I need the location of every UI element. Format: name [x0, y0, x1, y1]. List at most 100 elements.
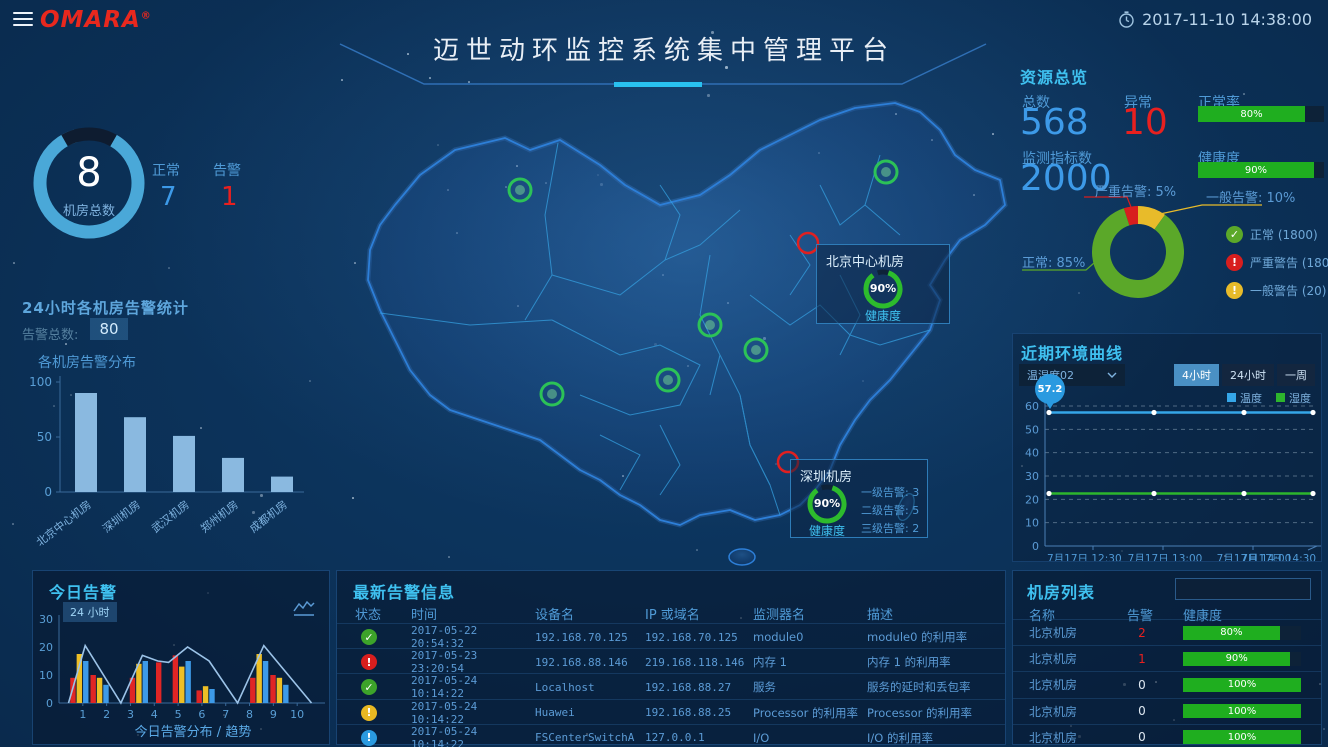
room-alarm-count: 0 — [1138, 730, 1146, 745]
status-warning-icon: ! — [361, 704, 377, 721]
alerts-title: 最新告警信息 — [353, 583, 456, 602]
room-total-value: 8 — [76, 150, 102, 196]
room-health-fill: 100% — [1183, 730, 1301, 745]
svg-text:7月17日 13:00: 7月17日 13:00 — [1128, 553, 1203, 561]
alert-ip: 192.168.88.25 — [645, 706, 732, 720]
svg-text:60: 60 — [1025, 400, 1039, 413]
alert-monitor: I/O — [753, 730, 770, 745]
alert-row[interactable]: ! 2017-05-23 23:20:54 192.168.88.146 219.16… — [337, 648, 1005, 675]
alert-time: 2017-05-24 10:14:22 — [411, 724, 478, 747]
brand-logo: OMARA® — [40, 7, 152, 33]
room-alarm-marker[interactable] — [796, 231, 820, 255]
room-row[interactable]: 北京机房 2 80% — [1013, 619, 1321, 645]
beijing-callout-title: 北京中心机房 — [826, 255, 905, 270]
today-bar-line-chart: 0 10 20 30 1 2 3 4 5 6 7 8 9 10 今日告警分布 / 趋势 — [39, 613, 325, 740]
alert-row[interactable]: ✓ 2017-05-24 10:14:22 Localhost 192.168.88.… — [337, 673, 1005, 700]
room-row[interactable]: 北京机房 1 90% — [1013, 645, 1321, 671]
rooms-table-body: 北京机房 2 80% 北京机房 1 90% 北京机房 0 100% 北京机房 0 100% 北京机房 0 1… — [1013, 619, 1321, 747]
status-info-icon: ! — [361, 729, 377, 746]
room-name: 北京机房 — [1029, 626, 1078, 641]
alert-row[interactable]: ✓ 2017-05-22 20:54:32 192.168.70.125 192.16… — [337, 623, 1005, 650]
svg-text:10: 10 — [290, 708, 304, 721]
beijing-callout[interactable]: 北京中心机房 90% 健康度 — [816, 244, 950, 324]
resource-abnormal-label: 异常 — [1124, 95, 1152, 111]
sensor-dropdown[interactable]: 温湿度02 — [1019, 364, 1125, 386]
svg-text:10: 10 — [1025, 517, 1039, 530]
room-ok-marker[interactable] — [697, 312, 723, 338]
svg-text:今日告警分布 / 趋势: 今日告警分布 / 趋势 — [135, 724, 252, 740]
alert-row[interactable]: ! 2017-05-24 10:14:22 Huawei 192.168.88.25 P… — [337, 698, 1005, 726]
env-value-badge: 57.2 — [1035, 374, 1065, 409]
shenzhen-callout[interactable]: 深圳机房 90% 健康度 一级告警: 3 二级告警: 5 三级告警: 2 — [790, 459, 928, 538]
range-button-4小时[interactable]: 4小时 — [1174, 364, 1219, 386]
menu-icon[interactable] — [13, 12, 33, 28]
clock-icon — [1119, 11, 1134, 28]
shenzhen-health-label: 健康度 — [808, 524, 845, 538]
room-ok-marker[interactable] — [507, 177, 533, 203]
alert-ip: 192.168.88.27 — [645, 680, 732, 694]
latest-alerts-panel: 最新告警信息 状态 时间 设备名 IP 或域名 监测器名 描述 ✓ 2017-05-22 2… — [336, 570, 1006, 747]
alert-device: Localhost — [535, 680, 595, 694]
alerts-column-header: 时间 — [411, 608, 438, 623]
health-bar: 90% — [1198, 162, 1324, 178]
alert-row[interactable]: ! 2017-05-24 10:14:22 FSCenterSwitchA 127.0… — [337, 723, 1005, 747]
room-health-fill: 80% — [1183, 625, 1280, 640]
room-row[interactable]: 北京机房 0 100% — [1013, 697, 1321, 724]
shenzhen-health-ring — [807, 484, 847, 524]
alarm24-total-value: 80 — [90, 318, 128, 340]
rooms-normal-label: 正常 — [152, 163, 180, 179]
room-health-fill: 100% — [1183, 677, 1301, 692]
line-chart-icon[interactable] — [293, 599, 315, 617]
alerts-table-header: 状态 时间 设备名 IP 或域名 监测器名 描述 — [337, 604, 997, 623]
svg-text:6: 6 — [198, 708, 205, 721]
clock-datetime: 2017-11-10 14:38:00 — [1118, 10, 1312, 29]
room-search-box[interactable] — [1175, 578, 1326, 600]
room-row[interactable]: 北京机房 0 100% — [1013, 723, 1321, 747]
china-map[interactable] — [320, 95, 1020, 570]
room-ok-marker[interactable] — [539, 381, 565, 407]
svg-text:0: 0 — [46, 697, 53, 710]
donut-legend: ✓ 正常 (1800)! 严重警告 (180)! 一般警告 (20) — [1226, 226, 1328, 299]
today-range-tag[interactable]: 24 小时 — [63, 602, 117, 622]
alert-desc: 服务的延时和丢包率 — [867, 680, 971, 695]
shenzhen-callout-title: 深圳机房 — [800, 470, 853, 485]
legend-item: ✓ 正常 (1800) — [1226, 226, 1328, 243]
rooms-column-header: 告警 — [1127, 609, 1154, 624]
check-circle-icon: ✓ — [1226, 226, 1243, 243]
rooms-column-header: 名称 — [1029, 609, 1056, 624]
range-button-一周[interactable]: 一周 — [1277, 364, 1315, 386]
legend-label: 严重警告 (180) — [1250, 256, 1328, 270]
alarm-level-row: 二级告警: 5 — [861, 504, 920, 517]
alert-desc: I/O 的利用率 — [867, 730, 933, 745]
room-name: 北京机房 — [1029, 678, 1078, 693]
room-name: 北京机房 — [1029, 704, 1078, 719]
alarm24-total-label: 告警总数: — [22, 328, 79, 343]
svg-text:0: 0 — [1032, 540, 1039, 553]
svg-text:0: 0 — [44, 485, 52, 499]
alert-time: 2017-05-24 10:14:22 — [411, 699, 478, 726]
room-search-input[interactable] — [1176, 583, 1326, 595]
svg-text:30: 30 — [1025, 470, 1039, 483]
room-row[interactable]: 北京机房 0 100% — [1013, 671, 1321, 697]
alert-monitor: 内存 1 — [753, 655, 787, 670]
svg-text:9: 9 — [270, 708, 277, 721]
room-ok-marker[interactable] — [655, 367, 681, 393]
indicator-value: 2000 — [1020, 158, 1112, 199]
shenzhen-alarm-levels: 一级告警: 3 二级告警: 5 三级告警: 2 — [861, 484, 919, 538]
room-ok-marker[interactable] — [873, 159, 899, 185]
alert-monitor: module0 — [753, 630, 804, 644]
today-title: 今日告警 — [49, 583, 118, 602]
alert-device: Huawei — [535, 706, 575, 720]
svg-text:8: 8 — [246, 708, 253, 721]
rooms-alarm-value: 1 — [221, 182, 238, 212]
star — [13, 262, 15, 264]
rooms-normal-value: 7 — [160, 182, 177, 212]
room-ok-marker[interactable] — [743, 337, 769, 363]
room-total-label: 机房总数 — [62, 204, 115, 219]
alerts-table-body: ✓ 2017-05-22 20:54:32 192.168.70.125 192.16… — [337, 623, 1005, 747]
range-button-24小时[interactable]: 24小时 — [1222, 364, 1274, 386]
rooms-table-header: 名称 告警 健康度 — [1013, 605, 1321, 624]
svg-text:20: 20 — [39, 641, 53, 654]
